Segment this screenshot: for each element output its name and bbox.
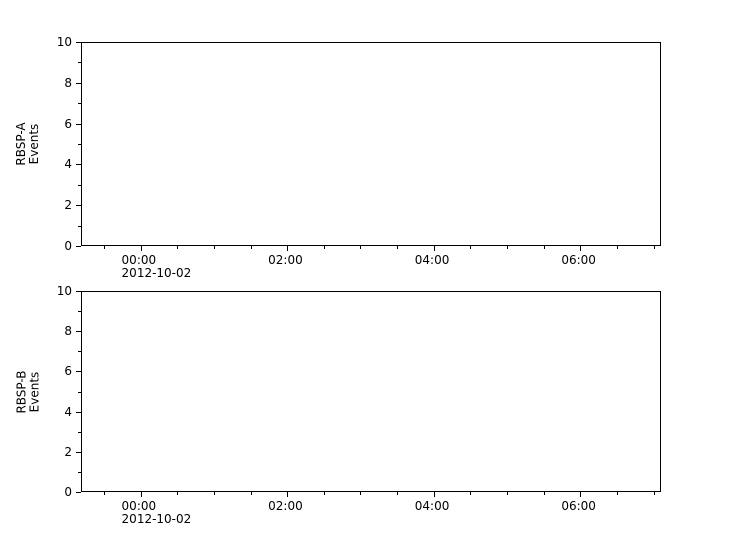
x-tick-major: [287, 492, 289, 497]
y-tick-label: 6: [64, 364, 72, 379]
x-tick-minor: [360, 492, 362, 495]
y-axis-label: RBSP-A Events: [14, 42, 41, 246]
x-tick-minor: [103, 492, 105, 495]
x-tick-minor: [617, 492, 619, 495]
y-tick-minor: [78, 144, 81, 145]
x-tick-minor: [470, 492, 472, 495]
y-tick-major: [76, 291, 81, 292]
x-tick-minor: [397, 246, 399, 249]
y-tick-major: [76, 492, 81, 493]
x-tick-label: 02:00: [268, 253, 303, 267]
x-tick-major: [433, 492, 435, 497]
y-tick-major: [76, 411, 81, 413]
y-tick-minor: [78, 391, 81, 393]
y-tick-major: [76, 451, 81, 453]
x-tick-minor: [617, 246, 619, 249]
y-tick-label: 8: [64, 324, 72, 339]
y-tick-major: [76, 164, 81, 166]
x-tick-minor: [543, 246, 545, 249]
x-tick-label: 02:00: [268, 499, 303, 513]
x-tick-minor: [250, 246, 252, 249]
x-tick-minor: [213, 246, 215, 249]
y-tick-major: [76, 82, 81, 84]
y-tick-major: [76, 42, 81, 43]
x-tick-minor: [323, 246, 325, 249]
y-tick-major: [76, 246, 81, 247]
x-tick-major: [580, 246, 582, 251]
y-tick-label: 4: [64, 157, 72, 172]
x-tick-minor: [507, 492, 509, 495]
x-tick-label: 04:00: [414, 253, 450, 267]
x-tick-label-with-date: 00:00 2012-10-02: [121, 253, 192, 280]
x-tick-label: 04:00: [414, 499, 450, 513]
y-tick-major: [76, 123, 81, 125]
y-axis-label: RBSP-B Events: [14, 291, 41, 492]
y-tick-label: 10: [56, 35, 72, 49]
x-tick-minor: [507, 246, 509, 249]
y-axis-label-line2: Events: [27, 123, 41, 165]
y-tick-label: 0: [64, 239, 72, 253]
x-tick-minor: [323, 492, 325, 495]
x-tick-major: [140, 492, 142, 497]
x-tick-minor: [360, 246, 362, 249]
y-tick-major: [76, 371, 81, 373]
y-tick-minor: [78, 62, 81, 64]
x-tick-minor: [653, 492, 655, 495]
x-tick-minor: [213, 492, 215, 495]
x-tick-major: [287, 246, 289, 251]
y-tick-label: 2: [64, 198, 72, 213]
x-tick-label-with-date: 00:00 2012-10-02: [121, 499, 192, 526]
plot-panel-rbsp-a[interactable]: RBSP-A Events 0 2 4 6 8 10 00:00 2012-10-02 02:…: [14, 36, 661, 280]
y-tick-label: 8: [64, 75, 72, 90]
y-tick-label: 0: [64, 485, 72, 499]
y-tick-minor: [78, 184, 81, 186]
x-tick-minor: [470, 246, 472, 249]
y-tick-label: 4: [64, 404, 72, 419]
x-tick-minor: [177, 246, 179, 249]
y-tick-label: 10: [56, 284, 72, 298]
y-tick-minor: [78, 431, 81, 433]
plot-panel-rbsp-b[interactable]: RBSP-B Events 0 2 4 6 8 10 00:00 2012-10-02 02:…: [14, 285, 661, 526]
y-tick-major: [76, 205, 81, 207]
x-tick-major: [580, 492, 582, 497]
x-tick-minor: [397, 492, 399, 495]
y-tick-minor: [78, 471, 81, 473]
y-tick-minor: [78, 225, 81, 227]
x-tick-minor: [543, 492, 545, 495]
y-axis-label-line1: RBSP-B: [14, 369, 28, 414]
y-tick-label: 6: [64, 116, 72, 131]
x-tick-minor: [177, 492, 179, 495]
x-tick-major: [140, 246, 142, 251]
axes-frame: [81, 291, 661, 492]
y-tick-minor: [78, 311, 81, 313]
x-tick-label: 06:00: [561, 253, 596, 267]
x-tick-minor: [250, 492, 252, 495]
y-tick-minor: [78, 351, 81, 353]
x-tick-minor: [653, 246, 655, 249]
y-tick-major: [76, 331, 81, 333]
axes-frame: [81, 42, 661, 246]
x-tick-label: 06:00: [561, 499, 596, 513]
x-tick-major: [433, 246, 435, 251]
y-tick-label: 2: [64, 444, 72, 459]
y-tick-minor: [78, 103, 81, 105]
x-tick-minor: [103, 246, 105, 249]
y-axis-label-line2: Events: [27, 371, 41, 412]
